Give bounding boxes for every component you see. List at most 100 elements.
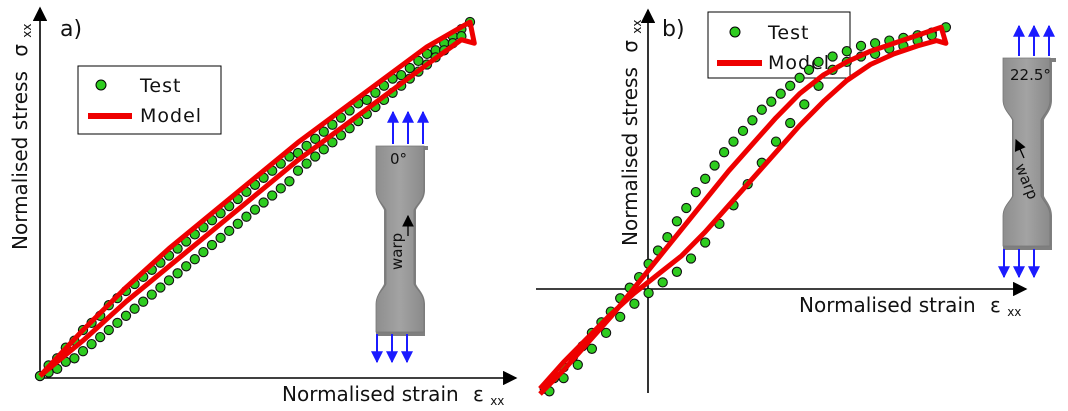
test-point-b [681,202,692,214]
test-point-a [361,94,372,106]
legend-label-test-a: Test [139,75,181,97]
test-point-b [794,72,805,83]
test-point-b [785,117,796,129]
test-point-a [318,126,329,137]
test-point-b [657,277,668,288]
test-point-b [643,287,654,299]
legend-label-model-a: Model [140,105,202,127]
test-point-a [198,246,209,258]
test-point-a [249,204,261,215]
x-axis-label-a: Normalised strain ε xx [282,382,504,408]
plot-area-a [34,16,477,382]
x-axis-symbol-b: ε [990,293,1001,317]
panel-b: b) Normalised stress σ xx Normalised str… [536,8,1056,397]
x-axis-sub-a: xx [490,394,504,408]
y-axis-sub-b: xx [630,20,644,34]
test-point-b [690,186,701,198]
test-point-b [685,253,697,264]
test-point-b [600,327,612,339]
svg-text:Normalised stress σ: Normalised stress σ xx [618,20,644,247]
test-point-a [69,353,80,364]
legend-label-test-b: Test [767,22,809,44]
legend-box-b [707,11,851,79]
test-point-a [155,282,166,293]
model-line-a [38,19,477,378]
test-point-a [146,289,157,300]
test-point-a [327,119,338,130]
y-axis-symbol-a: σ [8,44,32,57]
test-point-b [775,88,786,99]
test-point-b [615,311,626,323]
test-point-a [206,239,218,251]
test-point-a [232,218,243,229]
test-point-b [700,173,711,184]
test-point-b [813,56,824,68]
test-point-b [756,104,767,115]
test-point-a [370,87,381,98]
x-axis-label-text-a: Normalised strain [282,382,459,406]
test-point-a [301,158,312,169]
specimen-body-a [375,145,425,333]
test-point-a [103,324,114,336]
legend-marker-test-a [95,79,107,91]
test-point-a [292,165,304,176]
model-line-b [538,24,949,396]
y-axis-label-a: Normalised stress σ xx [8,24,34,251]
test-point-b [766,96,777,107]
test-point-a [138,296,149,307]
test-point-a [258,197,269,208]
test-point-b [785,80,796,91]
y-axis-sub-a: xx [20,24,34,38]
panel-letter-a: a) [60,17,82,42]
specimen-b: 22.5° warp [998,24,1056,279]
legend-a: Test Model [77,65,222,135]
test-point-b [747,115,758,126]
test-point-a [86,338,97,350]
test-point-b [662,232,673,243]
test-point-b [586,343,598,354]
plot-area-b [538,22,952,397]
test-point-a [275,183,286,194]
specimen-a: 0° warp [371,110,429,364]
test-point-a [112,317,123,329]
test-point-b [718,147,730,158]
y-axis-label-text-b: Normalised stress [618,67,642,246]
test-point-b [770,136,782,147]
test-point-b [799,99,810,110]
legend-marker-test-b [729,26,741,38]
test-point-b [827,51,838,62]
test-point-a [301,140,312,152]
test-point-b [855,40,867,52]
test-point-a [120,310,132,321]
panel-a: a) Normalised stress σ xx Normalised str… [8,6,518,408]
legend-box-a [77,65,222,135]
test-point-b [728,136,739,147]
test-point-a [241,211,252,222]
test-point-b [700,237,711,248]
y-axis-label-text-a: Normalised stress [8,71,32,250]
test-point-a [267,190,278,201]
test-point-b [709,160,720,171]
test-point-a [396,69,407,81]
y-axis-label-b: Normalised stress σ xx [618,20,644,247]
svg-text:warp: warp [388,233,406,270]
test-point-a [189,254,200,265]
test-point-b [671,216,683,227]
test-point-a [215,232,226,244]
test-point-a [163,275,175,286]
test-point-b [841,46,852,57]
y-axis-symbol-b: σ [618,40,642,53]
x-axis-label-text-b: Normalised strain [799,293,976,317]
test-point-a [327,137,338,148]
warp-direction-arrow-b [1014,138,1026,159]
test-point-a [318,144,329,155]
test-point-a [413,55,424,67]
test-point-a [284,176,295,187]
warp-label-a: warp [388,233,406,270]
test-point-a [181,261,192,272]
test-point-a [224,225,235,237]
svg-text:Normalised stress σ: Normalised stress σ xx [8,24,34,251]
test-point-b [803,64,815,75]
test-point-b [671,266,683,277]
x-axis-label-b: Normalised strain ε xx [799,293,1021,319]
